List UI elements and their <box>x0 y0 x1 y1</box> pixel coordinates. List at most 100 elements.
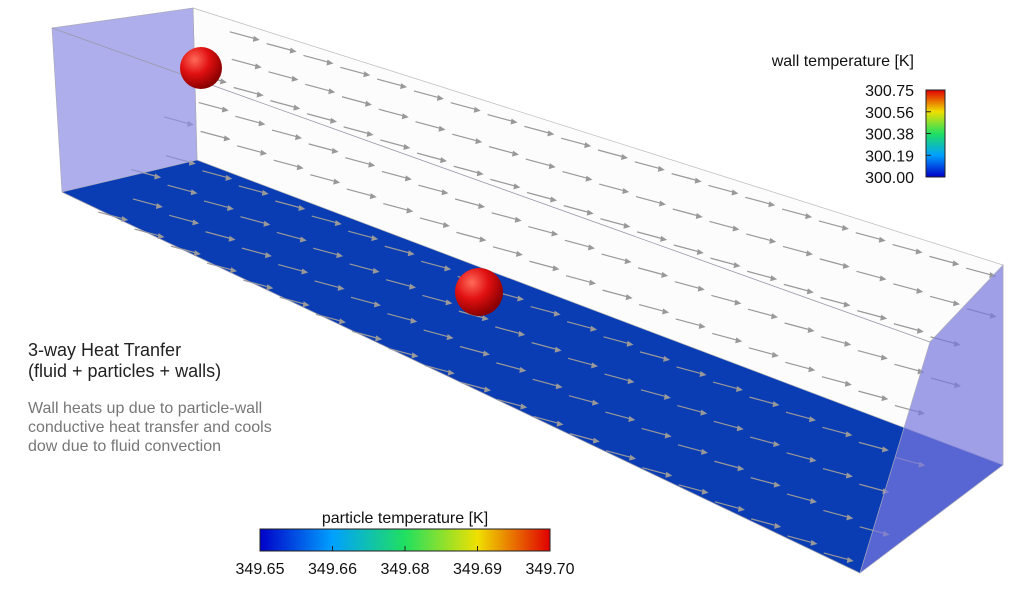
arrow-head <box>190 189 198 196</box>
arrow-head <box>879 275 887 282</box>
arrow-head <box>845 431 853 438</box>
arrow-head <box>515 250 523 257</box>
arrow <box>236 145 264 154</box>
arrow-head <box>519 366 527 373</box>
arrow <box>712 381 740 390</box>
arrow <box>487 113 514 123</box>
arrow-head <box>698 322 706 329</box>
arrow <box>202 170 229 179</box>
arrow <box>526 191 554 201</box>
arrow <box>859 483 886 492</box>
arrow-head <box>807 326 815 333</box>
arrow-head <box>373 301 381 308</box>
arrow <box>750 477 777 486</box>
arrow-head <box>444 265 452 272</box>
arrow <box>823 552 850 561</box>
arrow-head <box>696 249 704 255</box>
tick-label: 300.56 <box>865 105 914 122</box>
arrow <box>421 260 448 269</box>
arrow-head <box>337 284 345 291</box>
arrow-head <box>697 285 705 292</box>
arrow <box>893 323 921 332</box>
arrow <box>818 220 846 229</box>
arrow-head <box>256 91 264 98</box>
arrow <box>822 426 849 435</box>
arrow <box>569 433 596 442</box>
arrow-head <box>810 498 818 505</box>
arrow-head <box>336 252 344 259</box>
arrow <box>677 404 704 414</box>
arrow <box>639 351 667 360</box>
arrow-head <box>737 465 745 472</box>
arrow-head <box>447 369 455 376</box>
arrow-head <box>338 318 346 325</box>
arrow <box>819 258 846 267</box>
arrow-head <box>661 271 669 278</box>
arrow-head <box>808 366 816 373</box>
arrow <box>561 137 588 146</box>
annotation-title: (fluid + particles + walls) <box>28 361 221 381</box>
arrow-head <box>846 556 854 563</box>
arrow <box>387 313 414 322</box>
arrow-head <box>368 161 376 168</box>
arrow <box>456 231 483 240</box>
arrow <box>787 535 814 544</box>
right-end-wall <box>859 264 1004 574</box>
arrow-head <box>878 236 886 243</box>
arrow-head <box>446 334 454 341</box>
arrow <box>636 231 664 240</box>
arrow <box>641 427 668 437</box>
arrow-head <box>121 216 129 223</box>
arrow-head <box>401 113 409 120</box>
arrow <box>674 281 701 290</box>
arrow-head <box>266 284 274 291</box>
arrow-head <box>366 130 374 137</box>
arrow <box>714 460 741 469</box>
arrow-head <box>329 117 337 124</box>
arrow <box>419 217 447 226</box>
arrow-head <box>302 301 310 308</box>
arrow <box>306 113 334 122</box>
arrow-head <box>552 265 560 272</box>
legend-title: wall temperature [K] <box>771 53 914 70</box>
arrow-head <box>663 393 671 400</box>
arrow <box>820 296 847 306</box>
arrow-head <box>770 275 778 282</box>
legend-ticks: 300.75 300.56 300.38 300.19 300.00 <box>865 83 931 187</box>
annotation-text: Wall heats up due to particle-wall <box>28 400 262 417</box>
tick-label: 349.65 <box>236 561 285 578</box>
arrow-head <box>592 437 600 444</box>
arrow <box>638 267 665 276</box>
arrow-head <box>768 201 776 208</box>
arrow <box>238 185 265 194</box>
arrow <box>785 411 813 420</box>
arrow-head <box>662 308 670 315</box>
arrow-head <box>258 120 266 127</box>
particle <box>180 47 222 89</box>
tick-label: 349.70 <box>526 561 575 578</box>
arrow <box>783 283 810 292</box>
arrow-head <box>476 170 484 177</box>
arrow-head <box>663 355 671 362</box>
arrow-head <box>333 178 341 185</box>
arrow-head <box>155 202 163 209</box>
arrow <box>422 294 449 303</box>
arrow <box>751 518 778 527</box>
arrow <box>273 159 300 168</box>
arrow <box>749 396 776 405</box>
arrow-head <box>481 315 489 322</box>
arrow-head <box>810 539 818 546</box>
arrow-head <box>701 448 708 455</box>
arrow-head <box>363 71 371 78</box>
arrow <box>279 296 306 305</box>
arrow-head <box>291 75 299 82</box>
arrow <box>343 126 370 135</box>
arrow-head <box>473 106 481 113</box>
arrow <box>380 139 407 148</box>
arrow-head <box>442 221 450 228</box>
arrow-head <box>627 378 635 385</box>
tick-label: 300.75 <box>865 83 914 100</box>
arrow <box>565 275 593 284</box>
arrow-head <box>193 250 201 257</box>
